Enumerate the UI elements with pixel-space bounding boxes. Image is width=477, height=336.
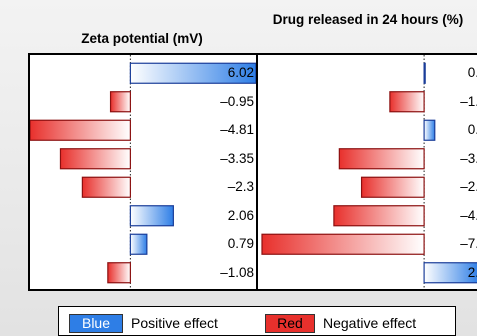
zeta-bar — [129, 62, 256, 84]
drug-bar — [261, 233, 425, 255]
drug-value-label: 0.05 — [467, 65, 477, 81]
drug-value-label: –2.87 — [460, 179, 477, 195]
drug-value-label: 2.52 — [467, 264, 477, 280]
zeta-value-label: –0.95 — [220, 93, 254, 109]
drug-bar — [423, 62, 426, 84]
legend-red-swatch: Red — [265, 314, 315, 333]
drug-bar — [389, 91, 425, 113]
zeta-potential-title: Zeta potential (mV) — [81, 31, 203, 46]
drug-value-label: –3.89 — [460, 150, 477, 166]
drug-release-panel: 0.05 –1.57 0.49 –3.89 –2.87 –4.14 –7.44 2.52 — [256, 53, 477, 291]
legend-negative-label: Negative effect — [323, 315, 417, 331]
zeta-bar — [30, 119, 131, 141]
zeta-bar — [109, 91, 131, 113]
drug-bar — [423, 119, 436, 141]
drug-bar — [338, 148, 425, 170]
zeta-value-label: 2.06 — [227, 207, 254, 223]
zeta-value-label: –4.81 — [220, 122, 254, 138]
zeta-value-label: 0.79 — [227, 236, 254, 252]
drug-release-chart — [261, 55, 477, 289]
zeta-potential-panel: 6.02 –0.95 –4.81 –3.35 –2.3 2.06 0.79 –1.08 — [28, 53, 258, 291]
zeta-bar — [107, 262, 131, 284]
drug-value-label: –1.57 — [460, 93, 477, 109]
drug-value-label: 0.49 — [467, 122, 477, 138]
drug-release-title: Drug released in 24 hours (%) — [272, 12, 464, 27]
legend-blue-swatch: Blue — [69, 314, 123, 333]
zeta-value-label: –1.08 — [220, 264, 254, 280]
drug-bar — [333, 205, 425, 227]
zeta-bar — [129, 233, 148, 255]
zeta-bar — [129, 205, 174, 227]
zeta-value-label: –2.3 — [227, 179, 254, 195]
drug-value-label: –4.14 — [460, 207, 477, 223]
legend-positive-label: Positive effect — [131, 315, 218, 331]
drug-bar — [423, 262, 477, 284]
zeta-potential-chart — [30, 55, 256, 289]
zeta-value-label: 6.02 — [227, 65, 254, 81]
drug-value-label: –7.44 — [460, 236, 477, 252]
zeta-bar — [81, 176, 131, 198]
legend: Blue Positive effect Red Negative effect — [58, 306, 456, 336]
zeta-bar — [59, 148, 131, 170]
zeta-value-label: –3.35 — [220, 150, 254, 166]
drug-bar — [360, 176, 425, 198]
